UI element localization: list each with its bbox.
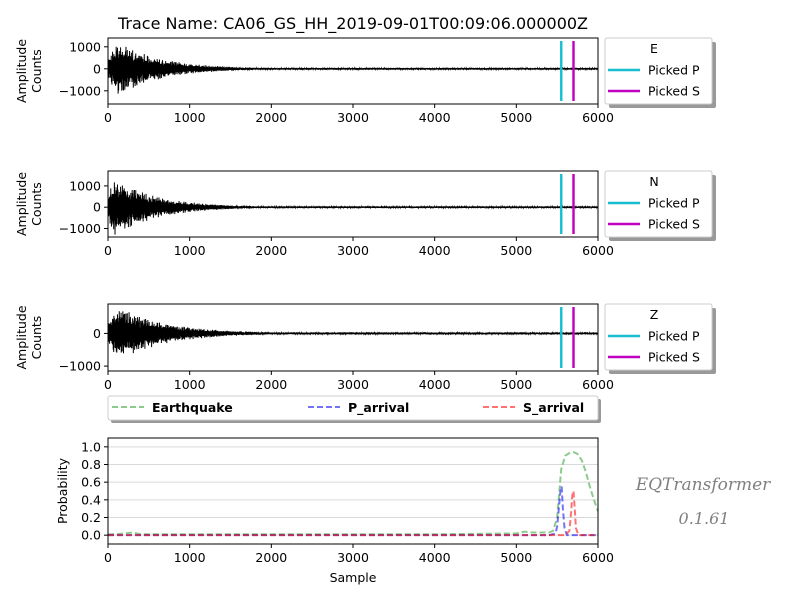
x-tick-label: 4000 (419, 110, 451, 125)
watermark-name: EQTransformer (635, 475, 771, 495)
y-tick-label: 1000 (69, 39, 101, 54)
plot-area (108, 451, 598, 537)
x-tick-label: 2000 (255, 550, 287, 565)
x-tick-label: 5000 (500, 550, 532, 565)
x-tick-label: 2000 (255, 110, 287, 125)
y-tick-label: 0 (93, 200, 101, 215)
legend: Z Picked P Picked S (604, 303, 716, 374)
legend-box (604, 303, 713, 371)
x-tick-label: 6000 (582, 243, 614, 258)
x-tick-label: 2000 (255, 243, 287, 258)
chart-title: Trace Name: CA06_GS_HH_2019-09-01T00:09:… (117, 14, 588, 34)
y-tick-label: 0.0 (81, 528, 101, 543)
x-tick-label: 1000 (174, 550, 206, 565)
y-tick-label: −1000 (59, 359, 101, 374)
panel-3: 0 1000 2000 3000 4000 5000 6000 0.0 0.2 0.4 0.6 0.8… (55, 395, 614, 585)
y-tick-label: 0.6 (81, 475, 101, 490)
series-s-arrival (108, 490, 598, 537)
x-tick-label: 3000 (337, 110, 369, 125)
legend-label: Picked S (648, 217, 700, 232)
x-tick-label: 1000 (174, 243, 206, 258)
legend-label: Earthquake (152, 400, 233, 415)
x-tick-label: 3000 (337, 243, 369, 258)
y-tick-label: 0 (93, 326, 101, 341)
plot-area (108, 41, 598, 101)
legend: N Picked P Picked S (604, 170, 716, 241)
y-axis-label: Amplitude (14, 305, 29, 369)
x-tick-label: 6000 (582, 550, 614, 565)
x-tick-label: 5000 (500, 110, 532, 125)
series-waveform (108, 311, 598, 354)
x-tick-label: 0 (104, 110, 112, 125)
x-tick-label: 1000 (174, 377, 206, 392)
y-axis-label-unit: Counts (29, 182, 44, 226)
y-tick-label: 0.2 (81, 510, 101, 525)
x-axis-label: Sample (330, 570, 377, 585)
x-tick-label: 6000 (582, 377, 614, 392)
y-tick-label: 0 (93, 61, 101, 76)
legend-box (604, 37, 713, 105)
series-waveform (108, 46, 598, 94)
series-waveform (108, 182, 598, 235)
panel-2: 0 1000 2000 3000 4000 5000 6000−10000Amplitude… (14, 303, 716, 392)
legend-probability: Earthquake P_arrival S_arrival (107, 395, 601, 423)
legend-label: Picked P (648, 329, 700, 344)
panel-0: 0 1000 2000 3000 4000 5000 6000−100001000Ampli… (14, 37, 716, 125)
y-axis-label-unit: Counts (29, 316, 44, 360)
y-tick-label: 0.8 (81, 457, 101, 472)
x-tick-label: 4000 (419, 243, 451, 258)
plot-area (108, 307, 598, 368)
panel-1: 0 1000 2000 3000 4000 5000 6000−100001000Ampli… (14, 170, 716, 258)
x-tick-label: 0 (104, 550, 112, 565)
x-tick-label: 5000 (500, 243, 532, 258)
x-tick-label: 4000 (419, 377, 451, 392)
x-tick-label: 0 (104, 243, 112, 258)
legend-label: Picked P (648, 63, 700, 78)
legend-label: Picked S (648, 350, 700, 365)
x-tick-label: 4000 (419, 550, 451, 565)
x-tick-label: 0 (104, 377, 112, 392)
legend-title: E (650, 41, 658, 56)
x-tick-label: 6000 (582, 110, 614, 125)
legend-title: Z (650, 307, 659, 322)
legend-label: Picked S (648, 84, 700, 99)
y-axis-label: Probability (55, 457, 70, 524)
legend-box (604, 170, 713, 238)
x-tick-label: 2000 (255, 377, 287, 392)
plot-area (108, 174, 598, 235)
legend-title: N (649, 174, 658, 189)
legend-label: P_arrival (348, 400, 409, 416)
y-tick-label: 0.4 (81, 492, 101, 507)
y-tick-label: −1000 (59, 221, 101, 236)
legend-box (107, 395, 599, 421)
y-axis-label: Amplitude (14, 172, 29, 236)
x-tick-label: 3000 (337, 377, 369, 392)
series-p-arrival (108, 486, 598, 537)
y-tick-label: 1.0 (81, 439, 101, 454)
legend-label: Picked P (648, 196, 700, 211)
x-tick-label: 1000 (174, 110, 206, 125)
y-tick-label: −1000 (59, 83, 101, 98)
y-tick-label: 1000 (69, 178, 101, 193)
legend: E Picked P Picked S (604, 37, 716, 108)
legend-label: S_arrival (523, 400, 584, 416)
x-tick-label: 5000 (500, 377, 532, 392)
y-axis-label-unit: Counts (29, 49, 44, 93)
y-axis-label: Amplitude (14, 39, 29, 103)
watermark-version: 0.1.61 (679, 509, 730, 528)
axes-frame (107, 437, 599, 545)
x-tick-label: 3000 (337, 550, 369, 565)
